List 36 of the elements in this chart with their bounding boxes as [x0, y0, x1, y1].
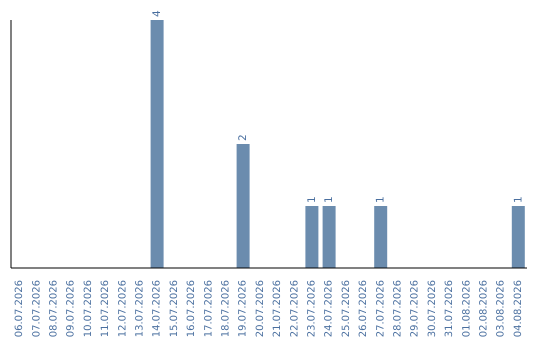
data-label: 2 — [237, 134, 250, 141]
x-tick-label: 10.07.2026 — [82, 280, 94, 338]
x-tick-label: 20.07.2026 — [254, 280, 266, 338]
x-tick-label: 07.07.2026 — [31, 280, 42, 338]
x-tick-label: 04.08.2026 — [512, 280, 524, 338]
x-tick-label: 01.08.2026 — [461, 280, 472, 338]
data-label: 1 — [323, 196, 336, 203]
x-tick-label: 29.07.2026 — [410, 280, 421, 338]
x-tick-label: 28.07.2026 — [392, 280, 404, 338]
data-label: 1 — [374, 196, 387, 203]
x-tick-label: 23.07.2026 — [306, 280, 318, 338]
x-tick-label: 11.07.2026 — [100, 280, 112, 338]
x-tick-label: 22.07.2026 — [289, 280, 300, 338]
x-tick-label: 17.07.2026 — [203, 280, 214, 338]
x-tick-label: 03.08.2026 — [496, 280, 507, 338]
x-tick-label: 09.07.2026 — [66, 280, 77, 338]
data-label: 1 — [512, 196, 524, 203]
x-tick-label: 12.07.2026 — [117, 280, 128, 338]
x-tick-label: 06.07.2026 — [14, 280, 26, 338]
x-tick-label: 21.07.2026 — [272, 280, 284, 338]
x-tick-label: 16.07.2026 — [186, 280, 198, 338]
x-tick-label: 13.07.2026 — [134, 280, 146, 338]
x-tick-label: 18.07.2026 — [220, 280, 232, 338]
x-tick-label: 14.07.2026 — [152, 280, 163, 338]
x-tick-label: 31.07.2026 — [444, 280, 456, 338]
data-label: 4 — [151, 10, 164, 17]
x-tick-label: 27.07.2026 — [375, 280, 386, 338]
x-tick-label: 25.07.2026 — [340, 280, 352, 338]
data-label: 1 — [306, 196, 318, 203]
x-tick-label: 02.08.2026 — [478, 280, 490, 338]
x-tick-label: 19.07.2026 — [238, 280, 249, 338]
x-tick-label: 30.07.2026 — [426, 280, 438, 338]
x-tick-label: 15.07.2026 — [168, 280, 180, 338]
x-tick-label: 26.07.2026 — [358, 280, 370, 338]
x-tick-label: 08.07.2026 — [48, 280, 60, 338]
x-tick-label: 24.07.2026 — [324, 280, 335, 338]
